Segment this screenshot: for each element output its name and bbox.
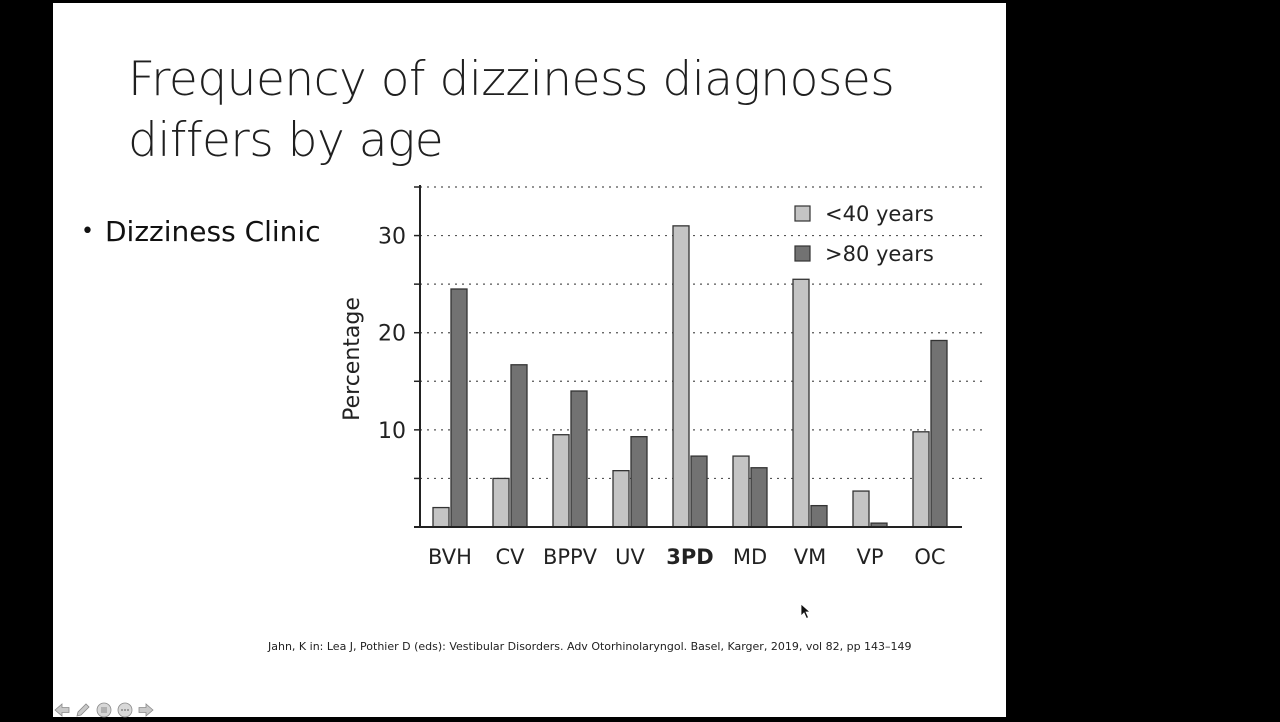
menu-icon[interactable] (95, 701, 113, 719)
x-tick-label: VP (856, 545, 883, 569)
bullet-item: • Dizziness Clinic (81, 215, 321, 248)
legend-swatch (794, 245, 811, 262)
title-line-2: differs by age (128, 113, 444, 168)
bar-under40 (852, 490, 870, 528)
bar-under40 (432, 506, 450, 528)
x-tick-label: BVH (428, 545, 472, 569)
bar-under40 (732, 455, 750, 528)
bar-under40 (792, 278, 810, 528)
slideshow-nav (53, 698, 155, 722)
bar-under40 (552, 434, 570, 528)
x-tick-label: CV (495, 545, 525, 569)
x-tick-label: BPPV (543, 545, 598, 569)
y-tick-label: 20 (378, 322, 406, 347)
bar-under40 (672, 225, 690, 528)
y-tick-label: 10 (378, 419, 406, 444)
bar-under40 (912, 431, 930, 528)
arrow-right-icon[interactable] (137, 701, 155, 719)
x-tick-label: OC (914, 545, 945, 569)
legend-label: >80 years (825, 242, 934, 266)
bar-over80 (810, 504, 828, 528)
bar-over80 (630, 436, 648, 528)
bar-over80 (750, 467, 768, 528)
y-tick-label: 30 (378, 225, 406, 250)
x-tick-label: MD (733, 545, 767, 569)
mouse-cursor-icon (800, 603, 812, 620)
arrow-left-icon[interactable] (53, 701, 71, 719)
pen-icon[interactable] (74, 701, 92, 719)
bar-over80 (510, 364, 528, 528)
bar-under40 (492, 477, 510, 528)
bar-under40 (612, 470, 630, 528)
bullet-text: Dizziness Clinic (105, 215, 321, 248)
x-tick-label: 3PD (666, 545, 713, 569)
legend-swatch (794, 205, 811, 222)
more-icon[interactable] (116, 701, 134, 719)
y-axis-label: Percentage (340, 297, 365, 421)
citation: Jahn, K in: Lea J, Pothier D (eds): Vest… (268, 640, 912, 653)
slide-title: Frequency of dizziness diagnoses differs… (128, 49, 948, 171)
bar-over80 (450, 288, 468, 528)
bar-over80 (930, 339, 948, 528)
bar-over80 (570, 390, 588, 528)
bullet-dot-icon: • (81, 219, 94, 244)
bar-over80 (690, 455, 708, 528)
title-line-1: Frequency of dizziness diagnoses (128, 52, 895, 107)
bar-chart: 10 20 30 Percentage BVH CV BPPV UV 3PD MD VM VP OC <4… (340, 185, 985, 569)
x-tick-label: UV (615, 545, 645, 569)
slide: Frequency of dizziness diagnoses differs… (53, 3, 1006, 718)
x-tick-label: VM (794, 545, 826, 569)
legend-label: <40 years (825, 202, 934, 226)
